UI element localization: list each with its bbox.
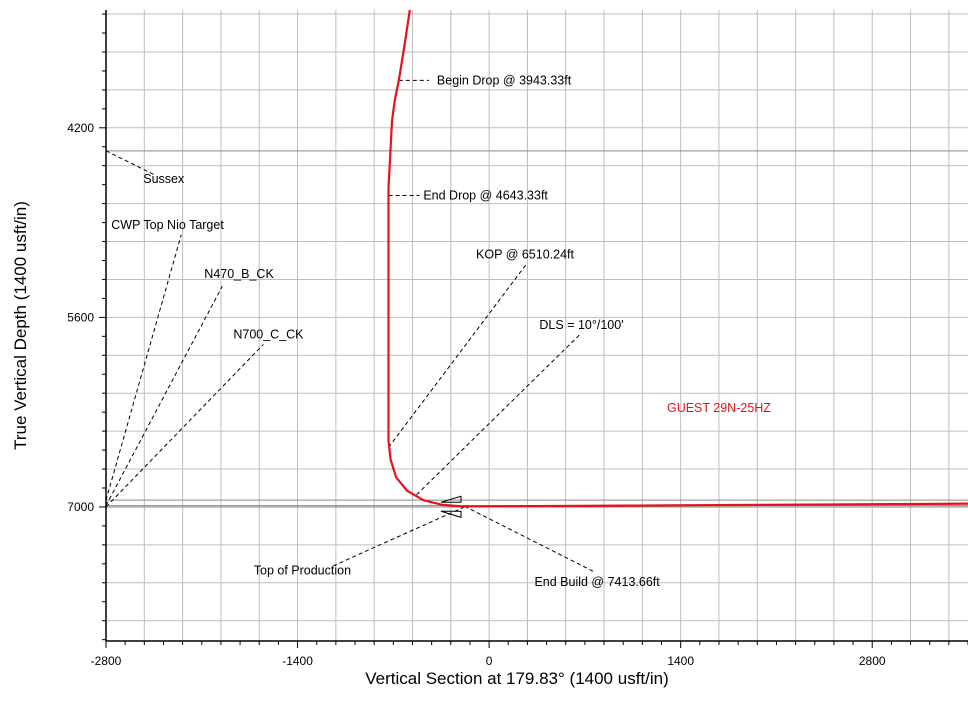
y-tick-label: 5600	[67, 310, 94, 324]
x-tick-label: 1400	[667, 654, 694, 668]
annotation-label: N700_C_CK	[233, 327, 304, 341]
well-name-label: GUEST 29N-25HZ	[667, 401, 771, 415]
annotation-label: Sussex	[143, 172, 185, 186]
annotation-leaders	[105, 79, 595, 573]
grid	[105, 10, 968, 641]
x-tick-label: -1400	[282, 654, 313, 668]
x-tick-label: 0	[486, 654, 493, 668]
annotation-leader	[388, 264, 527, 448]
y-axis-title: True Vertical Depth (1400 usft/in)	[11, 201, 30, 450]
annotation-leader	[105, 150, 156, 176]
annotation-label: Begin Drop @ 3943.33ft	[437, 73, 572, 87]
annotation-leader	[331, 506, 465, 567]
annotation-label: Top of Production	[254, 564, 351, 578]
y-tick-label: 4200	[67, 121, 94, 135]
annotation-leader	[464, 505, 595, 573]
annotation-labels: Begin Drop @ 3943.33ft End Drop @ 4643.33…	[111, 73, 771, 589]
annotation-label: End Build @ 7413.66ft	[534, 575, 660, 589]
annotation-label: KOP @ 6510.24ft	[476, 248, 574, 262]
production-marker	[440, 495, 462, 503]
x-tick-label: -2800	[91, 654, 122, 668]
well-series	[387, 9, 968, 518]
well-path-line	[387, 9, 968, 508]
annotation-label: End Drop @ 4643.33ft	[423, 189, 548, 203]
annotation-label: DLS = 10°/100'	[539, 318, 623, 332]
annotation-label: CWP Top Nio Target	[111, 218, 224, 232]
annotation-leader	[105, 234, 182, 501]
x-axis-title: Vertical Section at 179.83° (1400 usft/i…	[365, 669, 669, 688]
axes: -2800 -1400 0 1400 2800 4200 5600 7000	[67, 10, 968, 668]
x-tick-label: 2800	[859, 654, 886, 668]
production-marker	[440, 510, 462, 518]
annotation-leader	[105, 344, 264, 508]
annotation-leader	[105, 285, 223, 506]
annotation-label: N470_B_CK	[204, 267, 274, 281]
annotation-leader	[416, 334, 580, 496]
y-tick-label: 7000	[67, 500, 94, 514]
